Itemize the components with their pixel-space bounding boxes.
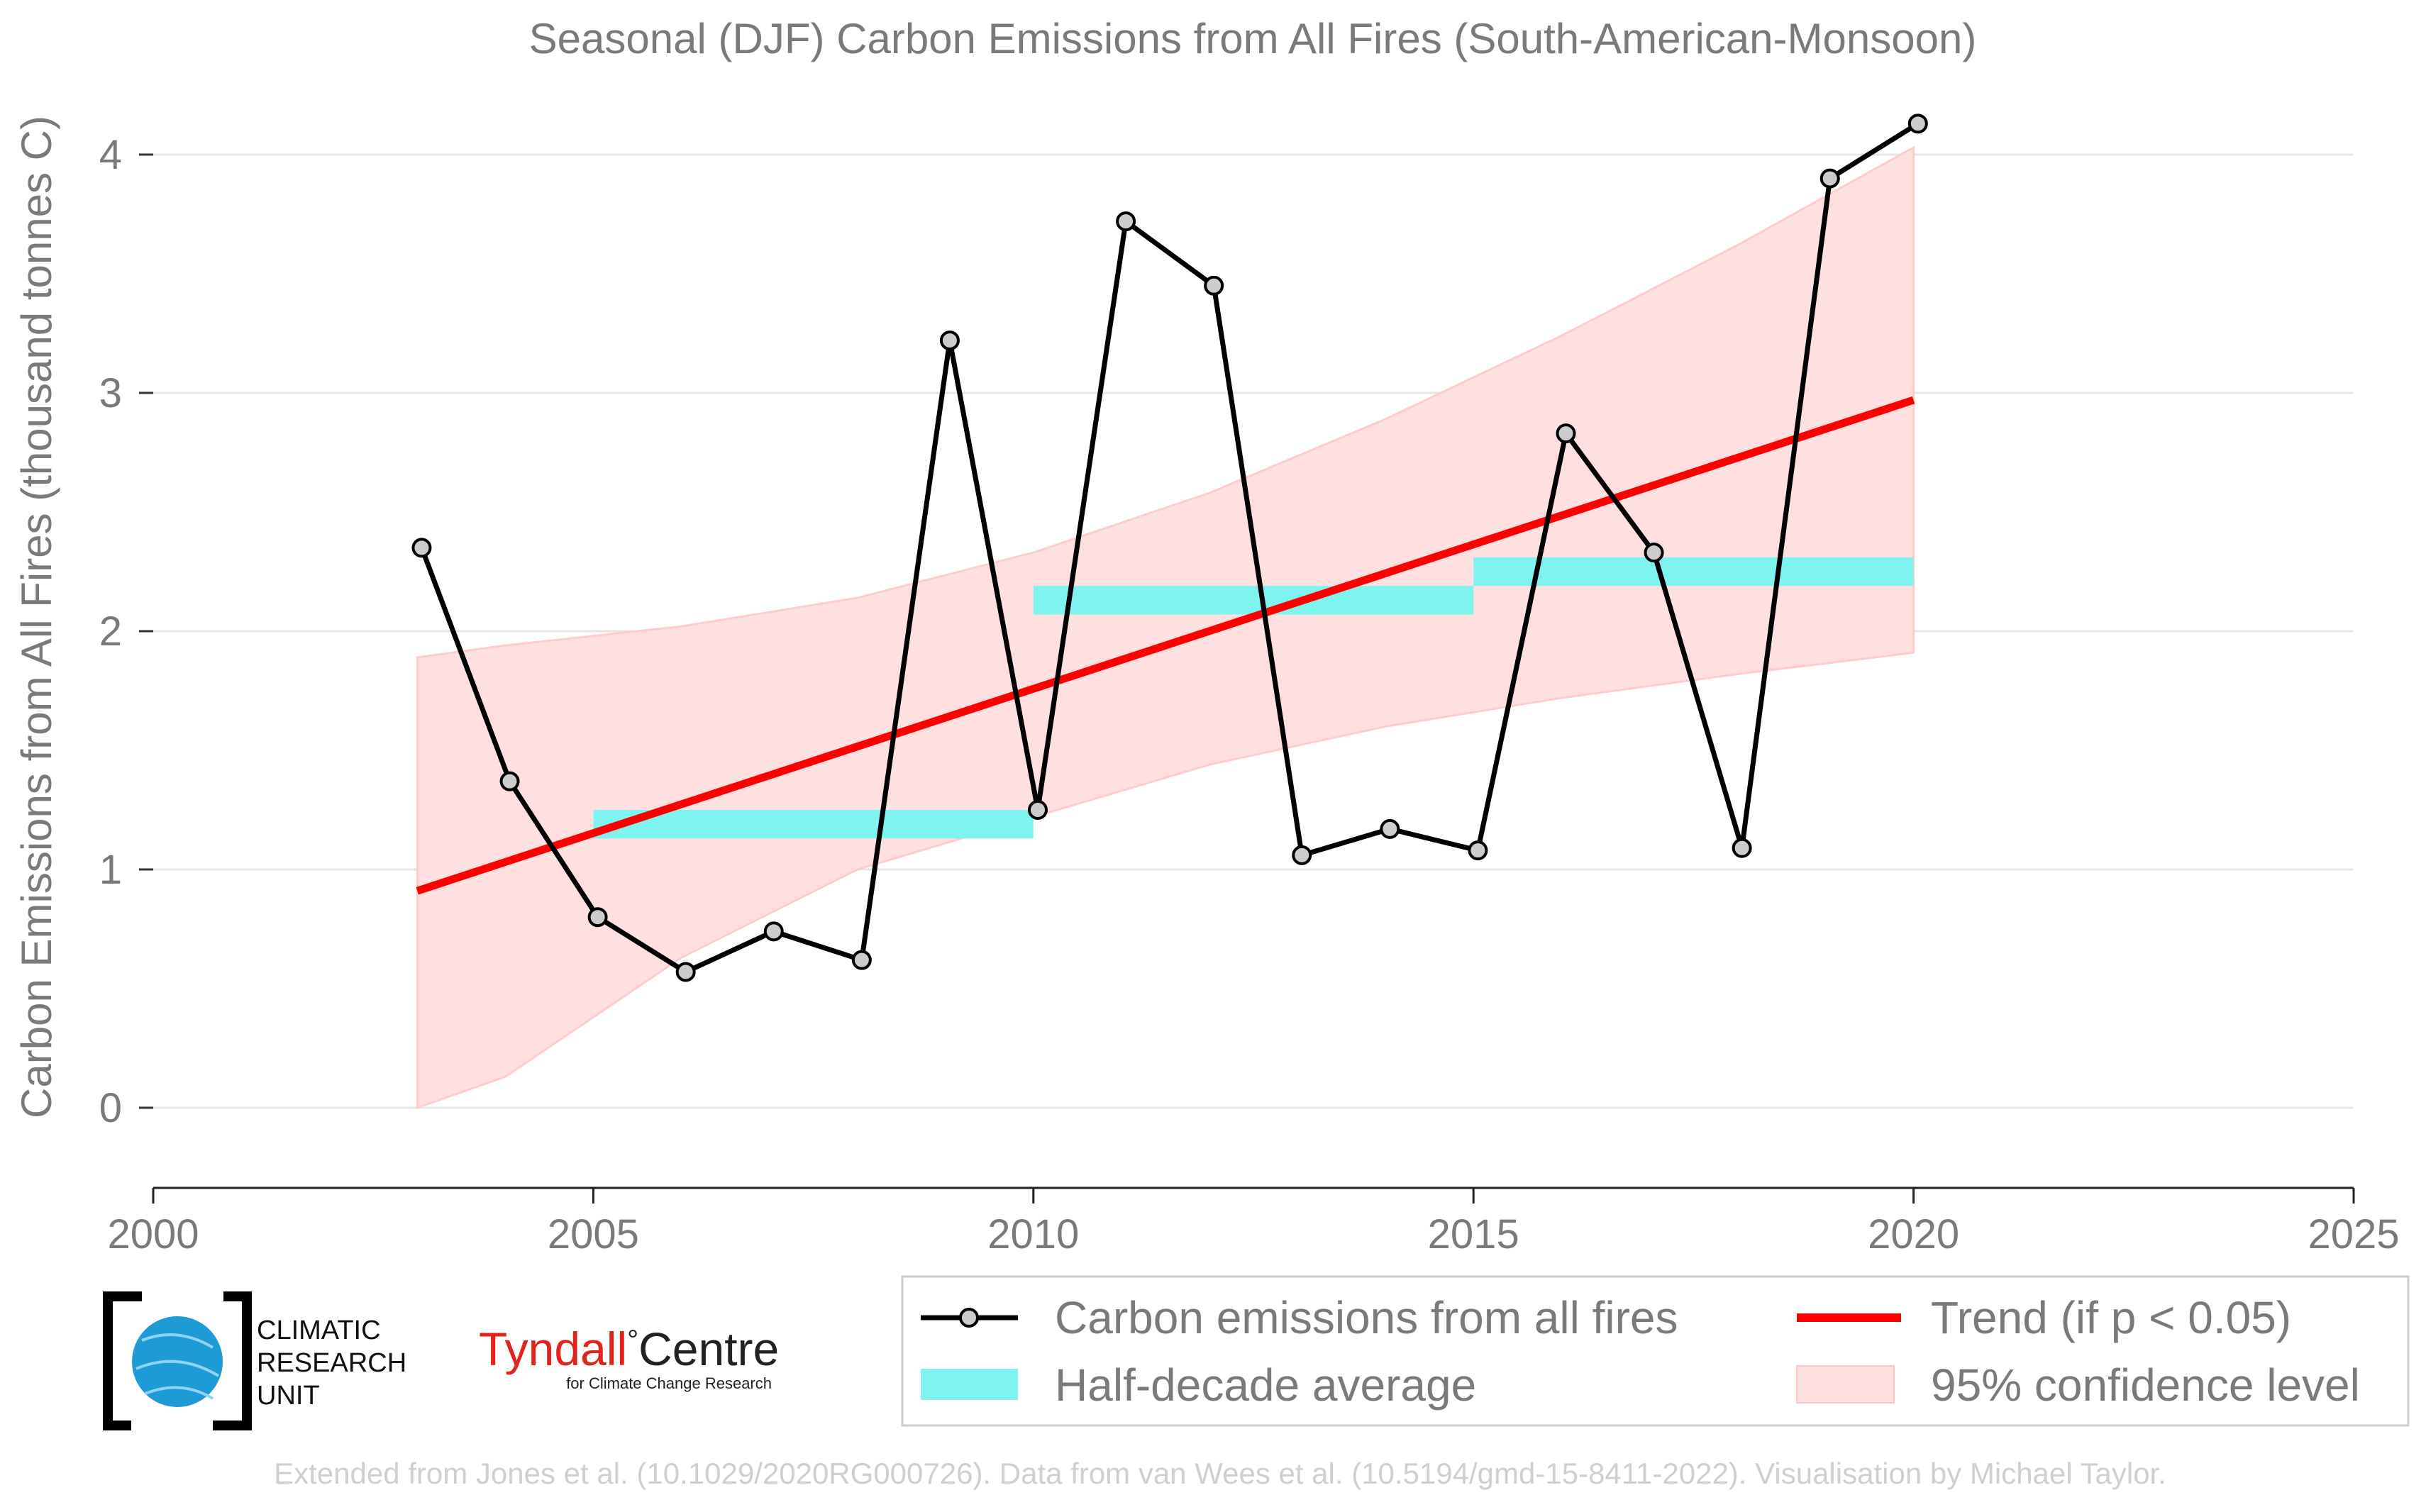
emissions-point-2012 — [1204, 275, 1224, 296]
emissions-point-2011 — [1116, 211, 1136, 232]
emissions-point-2010 — [1028, 800, 1048, 820]
emissions-point-2013 — [1292, 845, 1312, 865]
y-tick-label-0: 0 — [99, 1085, 122, 1131]
emissions-point-2020 — [1907, 113, 1928, 134]
legend-label-trend: Trend (if p < 0.05) — [1931, 1292, 2291, 1343]
cru-line-1: CLIMATIC — [257, 1316, 381, 1345]
emissions-point-2019 — [1820, 168, 1840, 189]
legend-emissions-marker — [959, 1308, 979, 1328]
emissions-point-2005 — [587, 907, 608, 928]
emissions-point-2007 — [763, 921, 784, 942]
cru-bracket-right — [213, 1291, 252, 1430]
x-tick-label-2005: 2005 — [548, 1211, 639, 1257]
tyndall-centre: Centre — [638, 1323, 779, 1375]
x-tick-label-2020: 2020 — [1868, 1211, 1959, 1257]
half-decade-layer — [593, 557, 1914, 839]
emissions-point-2015 — [1468, 840, 1488, 861]
emissions-point-2008 — [851, 950, 872, 970]
emissions-point-2006 — [675, 962, 696, 982]
emissions-series-layer — [411, 113, 1928, 982]
tyndall-subtitle: for Climate Change Research — [566, 1374, 772, 1392]
emissions-point-2018 — [1732, 838, 1752, 858]
y-axis-label: Carbon Emissions from All Fires (thousan… — [13, 116, 60, 1118]
emissions-point-2009 — [939, 330, 960, 351]
y-tick-label-4: 4 — [99, 132, 122, 178]
tyndall-name: Tyndall — [479, 1323, 627, 1375]
legend-label-emissions: Carbon emissions from all fires — [1055, 1292, 1678, 1343]
cru-logo: CLIMATIC RESEARCH UNIT — [103, 1291, 406, 1430]
confidence-band-layer — [416, 145, 1915, 1110]
emissions-point-2016 — [1556, 423, 1576, 444]
trend-line — [416, 396, 1915, 895]
y-tick-label-2: 2 — [99, 608, 122, 655]
legend-confidence-swatch — [1796, 1365, 1895, 1403]
globe-swirl — [135, 1333, 220, 1400]
half-decade-bar-3 — [1473, 557, 1914, 587]
half-decade-bar-2 — [1033, 586, 1474, 615]
footer-credits: Extended from Jones et al. (10.1029/2020… — [274, 1457, 2166, 1490]
tyndall-logo: Tyndall°Centre for Climate Change Resear… — [479, 1323, 779, 1392]
x-tick-label-2025: 2025 — [2308, 1211, 2399, 1257]
cru-line-3: UNIT — [257, 1381, 320, 1411]
emissions-point-2017 — [1644, 543, 1664, 563]
cru-bracket-left — [103, 1291, 142, 1430]
confidence-band — [416, 145, 1915, 1110]
emissions-point-2014 — [1380, 818, 1400, 839]
y-tick-label-3: 3 — [99, 370, 122, 416]
cru-line-2: RESEARCH — [257, 1348, 406, 1378]
axes: 0 1 2 3 4 2000 2005 2010 2015 2020 2025 — [99, 132, 2400, 1257]
x-tick-label-2010: 2010 — [987, 1211, 1079, 1257]
legend: Carbon emissions from all fires Trend (i… — [901, 1275, 2410, 1427]
legend-frame — [901, 1275, 2410, 1427]
legend-half-decade-swatch — [921, 1369, 1018, 1400]
emissions-line — [419, 121, 1920, 974]
x-tick-label-2015: 2015 — [1428, 1211, 1519, 1257]
chart-title: Seasonal (DJF) Carbon Emissions from All… — [529, 15, 1977, 62]
legend-label-half-decade: Half-decade average — [1055, 1360, 1476, 1411]
tyndall-degree: ° — [627, 1325, 638, 1356]
half-decade-bar-1 — [593, 810, 1034, 839]
x-tick-label-2000: 2000 — [107, 1211, 199, 1257]
tyndall-wordmark: Tyndall°Centre — [479, 1323, 779, 1375]
emissions-point-2003 — [411, 538, 432, 558]
trend-layer — [416, 396, 1915, 895]
legend-label-confidence: 95% confidence level — [1931, 1360, 2360, 1411]
emissions-point-2004 — [499, 771, 520, 791]
y-tick-label-1: 1 — [99, 847, 122, 893]
